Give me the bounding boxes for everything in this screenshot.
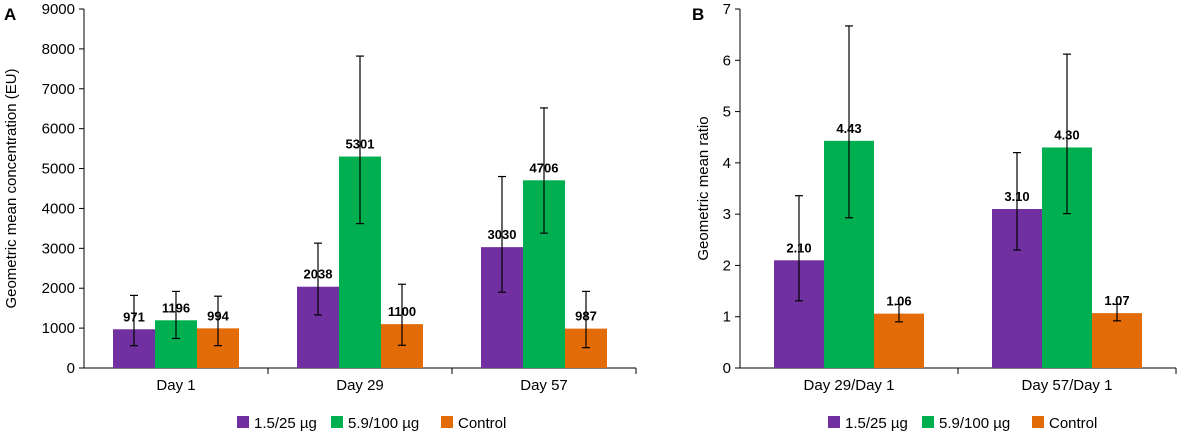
y-tick-label: 8000 [42, 41, 75, 58]
y-axis-title: Geometric mean ratio [695, 116, 712, 260]
y-tick-label: 2000 [42, 280, 75, 297]
legend-swatch [237, 416, 249, 428]
y-tick-label: 4 [723, 155, 731, 172]
bar [1092, 313, 1142, 368]
data-label: 971 [123, 309, 145, 324]
y-tick-label: 4000 [42, 200, 75, 217]
data-label: 3.10 [1004, 189, 1029, 204]
y-tick-label: 1000 [42, 320, 75, 337]
y-tick-label: 1 [723, 309, 731, 326]
y-tick-label: 0 [67, 360, 75, 377]
x-category-label: Day 29 [336, 377, 384, 394]
legend-label: 5.9/100 µg [939, 415, 1010, 432]
y-tick-label: 5000 [42, 161, 75, 178]
chart-panel-b: B 0 1 2 3 4 5 6 7 Geometric mean ratio Day 29/Day … [692, 1, 1177, 432]
y-tick-label: 3000 [42, 240, 75, 257]
legend-swatch [828, 416, 840, 428]
legend-label: 1.5/25 µg [254, 415, 317, 432]
data-label: 1196 [162, 300, 190, 315]
data-label: 4.30 [1054, 127, 1079, 142]
legend-swatch [922, 416, 934, 428]
data-label: 4.43 [836, 121, 861, 136]
legend-label: 5.9/100 µg [348, 415, 419, 432]
legend-label: 1.5/25 µg [845, 415, 908, 432]
data-label: 3030 [488, 227, 517, 242]
y-tick-label: 5 [723, 104, 731, 121]
y-tick-label: 9000 [42, 1, 75, 18]
data-label: 2038 [304, 267, 333, 282]
y-axis-title: Geometric mean concentration (EU) [3, 68, 20, 308]
x-category-label: Day 29/Day 1 [804, 377, 895, 394]
legend-swatch [331, 416, 343, 428]
legend-swatch [1032, 416, 1044, 428]
y-tick-label: 6 [723, 52, 731, 69]
x-category-label: Day 57/Day 1 [1022, 377, 1113, 394]
data-label: 1.07 [1104, 293, 1129, 308]
data-label: 987 [575, 309, 597, 324]
y-tick-label: 0 [723, 360, 731, 377]
legend-label: Control [458, 415, 506, 432]
x-category-label: Day 57 [520, 377, 568, 394]
panel-letter: B [692, 5, 704, 24]
y-tick-label: 7 [723, 1, 731, 18]
legend-swatch [441, 416, 453, 428]
data-label: 1100 [388, 304, 416, 319]
data-label: 5301 [346, 137, 375, 152]
data-label: 994 [207, 308, 229, 323]
y-tick-label: 3 [723, 206, 731, 223]
data-label: 2.10 [786, 240, 811, 255]
y-tick-label: 7000 [42, 81, 75, 98]
bar [874, 313, 924, 368]
y-tick-label: 2 [723, 257, 731, 274]
data-label: 1.06 [886, 294, 911, 309]
data-label: 4706 [530, 160, 559, 175]
x-category-label: Day 1 [156, 377, 195, 394]
y-tick-label: 6000 [42, 121, 75, 138]
chart-panel-a: A 0 1000 2000 3000 4000 5000 6000 7000 8000 9000 Ge… [3, 1, 637, 432]
panel-letter: A [4, 5, 16, 24]
legend-label: Control [1049, 415, 1097, 432]
